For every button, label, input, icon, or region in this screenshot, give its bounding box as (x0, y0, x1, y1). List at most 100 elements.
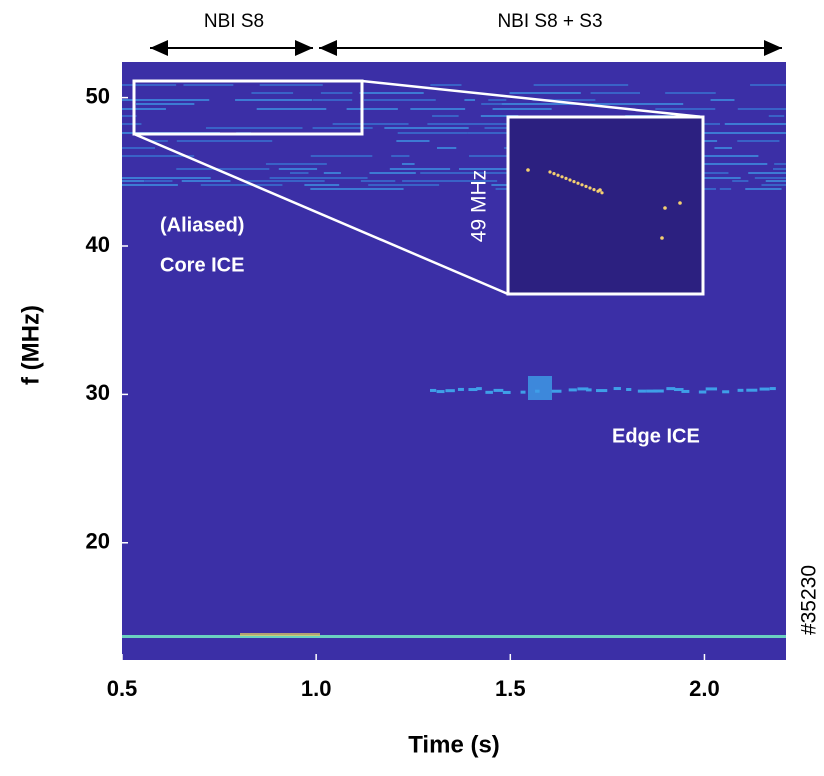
texture (476, 387, 482, 391)
annotation: (Aliased) (160, 214, 244, 236)
texture (520, 390, 526, 394)
texture (737, 388, 744, 392)
y-tick-label: 50 (86, 83, 110, 108)
texture (313, 99, 353, 101)
texture (588, 186, 592, 190)
texture (152, 140, 168, 142)
texture (533, 84, 629, 86)
texture (737, 140, 780, 142)
texture (402, 180, 498, 182)
texture (436, 390, 445, 394)
texture (240, 633, 320, 636)
texture (568, 388, 577, 392)
texture (663, 206, 667, 210)
annotation: NBI S8 + S3 (497, 11, 602, 32)
texture (251, 92, 294, 94)
texture (493, 388, 504, 392)
texture (363, 99, 436, 101)
inset (506, 115, 705, 296)
texture (501, 103, 580, 105)
texture (572, 180, 576, 184)
texture (122, 99, 210, 101)
texture (705, 387, 718, 391)
texture (509, 92, 581, 94)
texture (768, 115, 785, 117)
texture (359, 92, 424, 94)
texture (304, 184, 340, 186)
texture (548, 170, 552, 174)
x-tick-label: 2.0 (689, 676, 720, 701)
texture (586, 388, 592, 392)
texture (369, 172, 416, 174)
texture (420, 172, 513, 174)
texture (576, 181, 580, 185)
texture (401, 163, 415, 165)
texture (745, 188, 782, 190)
texture (389, 168, 451, 170)
texture (748, 172, 786, 174)
texture (480, 115, 519, 117)
texture (122, 108, 166, 110)
texture (436, 147, 457, 149)
texture (430, 84, 462, 86)
y-axis-label: f (MHz) (17, 305, 44, 385)
texture (122, 155, 195, 157)
zoom-line (133, 132, 509, 296)
texture (589, 103, 684, 105)
texture (332, 123, 409, 125)
texture (445, 389, 455, 393)
texture (200, 184, 283, 186)
texture (259, 84, 323, 86)
x-tick-label: 1.5 (495, 676, 526, 701)
texture (674, 388, 684, 392)
texture (698, 390, 707, 394)
inset-texture (526, 168, 682, 240)
texture (592, 188, 596, 192)
texture (310, 188, 404, 190)
texture (464, 99, 476, 101)
texture (397, 132, 468, 134)
texture (488, 99, 507, 101)
x-tick-label: 1.0 (301, 676, 332, 701)
annotation: Core ICE (160, 254, 244, 276)
texture (502, 390, 511, 394)
texture (637, 389, 646, 393)
texture (526, 168, 530, 172)
texture (396, 140, 430, 142)
texture (626, 387, 632, 391)
texture (577, 387, 589, 391)
texture (691, 155, 759, 157)
texture (678, 201, 682, 205)
texture (122, 123, 142, 125)
texture (481, 103, 502, 105)
texture (681, 389, 690, 393)
texture (551, 389, 562, 393)
texture (122, 177, 211, 179)
texture (532, 99, 596, 101)
texture (289, 172, 309, 174)
texture (556, 173, 560, 177)
annotation: #35230 (798, 565, 821, 635)
y-tick-label: 40 (86, 232, 110, 257)
texture (176, 168, 270, 170)
texture (269, 177, 368, 179)
texture (746, 388, 758, 392)
texture (687, 163, 768, 165)
texture (665, 92, 716, 94)
annotation: NBI S8 (204, 11, 264, 32)
texture (432, 115, 459, 117)
texture (256, 108, 327, 110)
texture (754, 177, 786, 179)
texture (265, 163, 327, 165)
texture (468, 388, 478, 392)
texture (560, 175, 564, 179)
texture (693, 132, 786, 134)
texture (122, 180, 145, 182)
texture (427, 123, 518, 125)
x-axis-label: Time (s) (408, 731, 500, 758)
texture (320, 92, 353, 94)
texture (323, 172, 341, 174)
texture (183, 84, 234, 86)
texture (761, 184, 786, 186)
